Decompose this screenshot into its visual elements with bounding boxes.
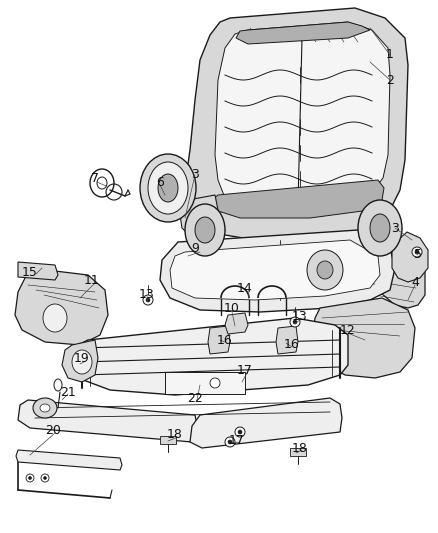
Ellipse shape xyxy=(293,320,297,324)
Text: 18: 18 xyxy=(292,441,308,455)
Text: 9: 9 xyxy=(191,241,199,254)
Ellipse shape xyxy=(225,437,235,447)
Ellipse shape xyxy=(358,200,402,256)
Polygon shape xyxy=(212,180,384,218)
Text: 3: 3 xyxy=(391,222,399,235)
Text: 6: 6 xyxy=(156,175,164,189)
Text: 10: 10 xyxy=(224,302,240,314)
Bar xyxy=(165,372,245,394)
Polygon shape xyxy=(160,436,176,444)
Text: 7: 7 xyxy=(91,172,99,184)
Text: 17: 17 xyxy=(229,433,245,447)
Polygon shape xyxy=(170,240,380,300)
Text: 17: 17 xyxy=(237,364,253,376)
Polygon shape xyxy=(180,195,218,238)
Ellipse shape xyxy=(41,474,49,482)
Text: 18: 18 xyxy=(167,429,183,441)
Polygon shape xyxy=(190,398,342,448)
Polygon shape xyxy=(225,313,248,334)
Ellipse shape xyxy=(140,154,196,222)
Ellipse shape xyxy=(412,247,422,257)
Text: 2: 2 xyxy=(386,74,394,86)
Polygon shape xyxy=(290,448,306,456)
Ellipse shape xyxy=(54,379,62,391)
Polygon shape xyxy=(18,400,198,442)
Ellipse shape xyxy=(415,250,419,254)
Ellipse shape xyxy=(290,317,300,327)
Text: 14: 14 xyxy=(237,281,253,295)
Ellipse shape xyxy=(43,477,46,480)
Text: 13: 13 xyxy=(139,288,155,302)
Text: 21: 21 xyxy=(60,385,76,399)
Text: 20: 20 xyxy=(45,424,61,437)
Text: 16: 16 xyxy=(217,334,233,346)
Ellipse shape xyxy=(72,350,92,374)
Polygon shape xyxy=(215,22,390,210)
Ellipse shape xyxy=(228,440,232,444)
Text: 1: 1 xyxy=(386,49,394,61)
Ellipse shape xyxy=(185,204,225,256)
Text: 19: 19 xyxy=(74,351,90,365)
Polygon shape xyxy=(16,450,122,470)
Polygon shape xyxy=(312,298,415,378)
Text: 12: 12 xyxy=(340,324,356,336)
Polygon shape xyxy=(392,232,428,282)
Polygon shape xyxy=(62,340,98,382)
Text: 4: 4 xyxy=(411,276,419,288)
Ellipse shape xyxy=(238,430,242,434)
Text: 15: 15 xyxy=(22,265,38,279)
Ellipse shape xyxy=(28,477,32,480)
Polygon shape xyxy=(15,268,108,345)
Ellipse shape xyxy=(146,298,150,302)
Text: 16: 16 xyxy=(284,338,300,351)
Ellipse shape xyxy=(40,404,50,412)
Polygon shape xyxy=(160,230,395,312)
Ellipse shape xyxy=(143,295,153,305)
Ellipse shape xyxy=(307,250,343,290)
Text: 22: 22 xyxy=(187,392,203,405)
Ellipse shape xyxy=(148,162,188,214)
Text: 3: 3 xyxy=(191,168,199,182)
Text: 13: 13 xyxy=(292,310,308,322)
Ellipse shape xyxy=(210,378,220,388)
Polygon shape xyxy=(276,326,298,354)
Polygon shape xyxy=(208,326,230,354)
Ellipse shape xyxy=(195,217,215,243)
Ellipse shape xyxy=(370,214,390,242)
Ellipse shape xyxy=(26,474,34,482)
Polygon shape xyxy=(18,262,58,280)
Polygon shape xyxy=(236,22,370,44)
Ellipse shape xyxy=(33,398,57,418)
Polygon shape xyxy=(72,318,348,395)
Ellipse shape xyxy=(43,304,67,332)
Ellipse shape xyxy=(235,427,245,437)
Polygon shape xyxy=(355,235,425,308)
Text: 5: 5 xyxy=(414,248,422,262)
Text: 11: 11 xyxy=(84,273,100,287)
Ellipse shape xyxy=(317,261,333,279)
Polygon shape xyxy=(185,8,408,242)
Ellipse shape xyxy=(158,174,178,202)
